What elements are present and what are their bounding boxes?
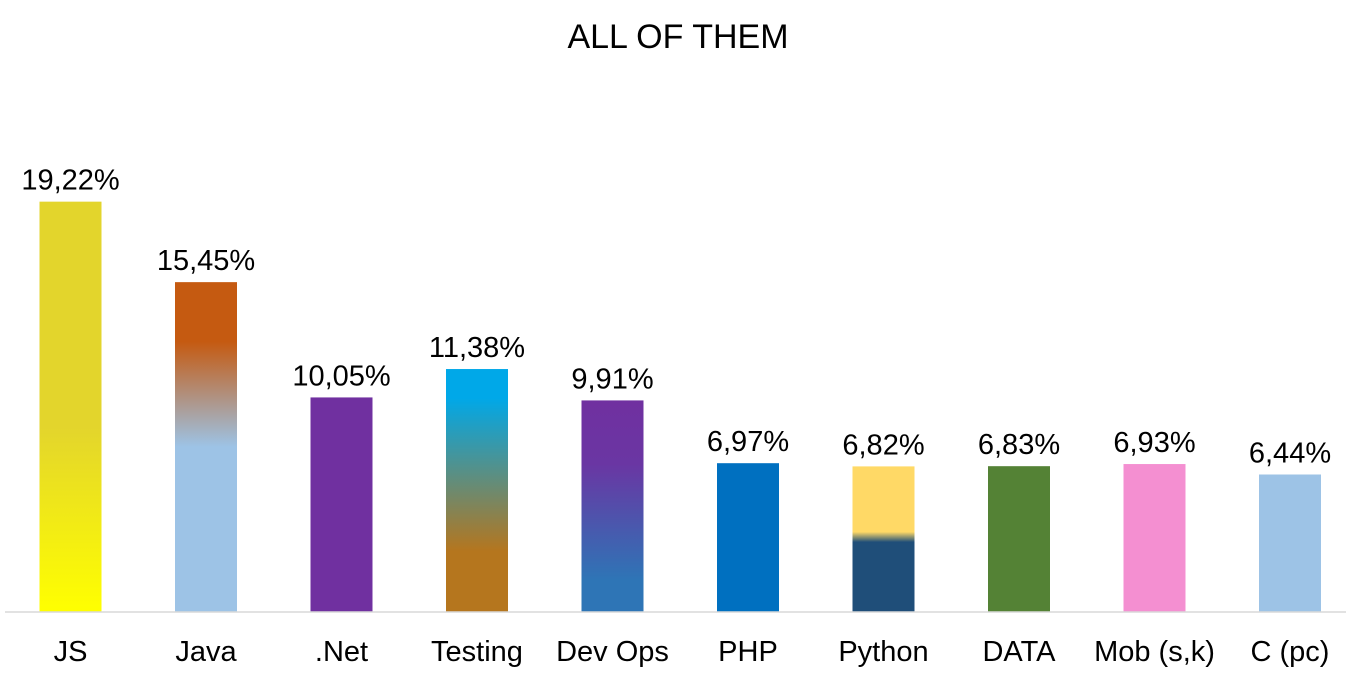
data-label-c-pc: 6,44% — [1249, 438, 1331, 470]
bar-dev-ops — [581, 400, 644, 612]
bar-data — [988, 466, 1050, 612]
data-label-dev-ops: 9,91% — [571, 363, 653, 395]
bar-testing — [446, 369, 508, 612]
bar-php — [717, 463, 779, 612]
data-label-python: 6,82% — [842, 429, 924, 461]
data-label-java: 15,45% — [157, 245, 255, 277]
x-tick-label-testing: Testing — [431, 636, 523, 668]
x-tick-label-python: Python — [838, 636, 928, 668]
bar-mob-s-k — [1123, 464, 1186, 612]
data-labels-layer: 19,22% 15,45% 10,05% 11,38% 9,91% 6,97% 6,82% 6… — [21, 165, 1331, 470]
bar-java — [175, 282, 237, 612]
data-label-testing: 11,38% — [429, 332, 525, 364]
bar-python — [852, 466, 915, 612]
x-tick-label-data: DATA — [982, 636, 1056, 668]
x-tick-label-js: JS — [54, 636, 88, 668]
chart-title: ALL OF THEM — [567, 18, 788, 56]
x-tick-labels-layer: JS Java .Net Testing Dev Ops PHP Python DATA Mob… — [54, 636, 1330, 668]
x-tick-label-php: PHP — [718, 636, 778, 668]
x-tick-label-net: .Net — [315, 636, 368, 668]
data-label-js: 19,22% — [21, 165, 119, 197]
x-tick-label-mob-s-k: Mob (s,k) — [1094, 636, 1215, 668]
data-label-php: 6,97% — [707, 426, 789, 458]
bar-net — [310, 397, 373, 612]
bars-layer — [39, 201, 1321, 612]
data-label-data: 6,83% — [978, 429, 1060, 461]
x-tick-label-dev-ops: Dev Ops — [556, 636, 669, 668]
x-tick-label-java: Java — [175, 636, 237, 668]
x-tick-label-c-pc: C (pc) — [1251, 636, 1330, 668]
data-label-net: 10,05% — [292, 360, 390, 392]
bar-c-pc — [1259, 474, 1321, 612]
bar-js — [39, 201, 102, 612]
data-label-mob-s-k: 6,93% — [1113, 427, 1195, 459]
